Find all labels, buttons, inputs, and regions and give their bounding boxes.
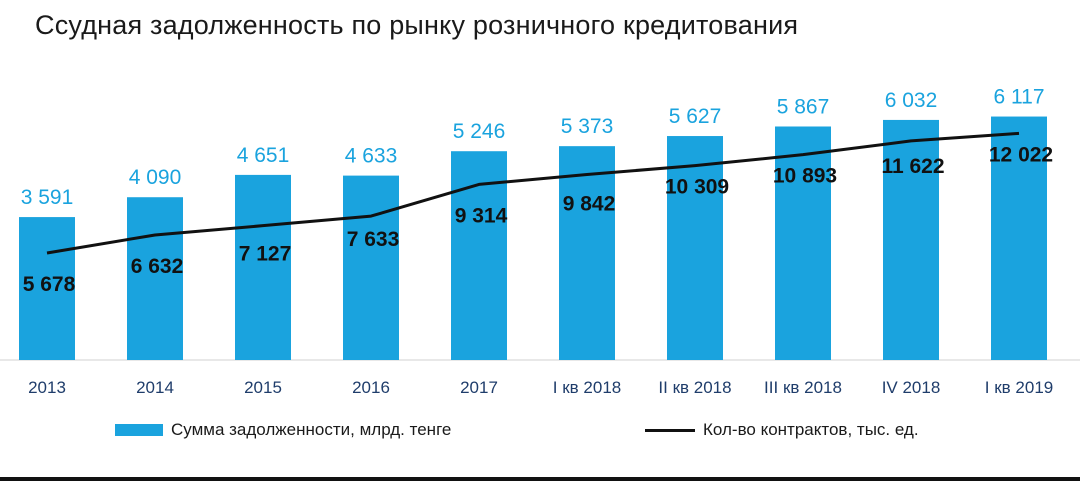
line-value-label: 10 893 [773,165,837,188]
x-tick-label: I кв 2019 [985,378,1053,397]
bar [775,126,831,360]
bar-value-label: 4 651 [237,144,290,167]
bar-value-label: 5 867 [777,95,830,118]
line-value-label: 9 842 [563,192,616,215]
line-value-label: 9 314 [455,204,508,227]
bar [19,217,75,360]
bar-value-label: 5 627 [669,105,722,128]
legend-item-bar: Сумма задолженности, млрд. тенге [115,420,451,440]
bar [883,119,939,361]
line-value-label: 7 633 [347,228,400,251]
legend-bar-swatch [115,424,163,436]
x-tick-label: I кв 2018 [553,378,621,397]
combo-chart: 3 591 2013 4 090 2014 4 651 2015 4 633 2016 5 24… [0,86,1080,397]
x-tick-label: 2014 [136,378,174,397]
chart-title: Ссудная задолженность по рынку розничног… [35,10,799,40]
bar-value-label: 6 032 [885,89,938,112]
legend: Сумма задолженности, млрд. тенге Кол-во … [115,420,1015,444]
bar-value-label: 3 591 [21,186,74,209]
x-tick-label: 2017 [460,378,498,397]
contracts-line [46,131,1020,255]
bar-value-label: 4 090 [129,166,182,189]
bar-value-label: 5 246 [453,120,506,143]
bar-value-label: 4 633 [345,145,398,168]
line-value-label: 12 022 [989,143,1053,166]
bar [451,151,507,360]
bar [235,174,291,360]
bar [127,197,183,360]
legend-line-label: Кол-во контрактов, тыс. ед. [703,420,919,439]
x-tick-label: 2013 [28,378,66,397]
x-tick-label: 2015 [244,378,282,397]
bar-value-label: 6 117 [994,86,1045,109]
bottom-rule [0,477,1080,481]
bar [991,116,1047,361]
bar [667,136,723,360]
line-value-label: 11 622 [881,155,944,178]
line-value-label: 6 632 [131,255,184,278]
x-tick-label: 2016 [352,378,390,397]
legend-bar-label: Сумма задолженности, млрд. тенге [171,420,452,439]
bar [559,146,615,360]
legend-line-swatch [645,428,695,432]
x-tick-label: II кв 2018 [658,378,731,397]
line-value-label: 10 309 [665,176,729,199]
line-value-label: 5 678 [23,273,76,296]
bar [343,175,399,360]
x-tick-label: IV 2018 [882,378,941,397]
bar-value-label: 5 373 [561,115,614,138]
legend-item-line: Кол-во контрактов, тыс. ед. [645,420,919,440]
line-value-label: 7 127 [239,243,292,266]
x-tick-label: III кв 2018 [764,378,842,397]
